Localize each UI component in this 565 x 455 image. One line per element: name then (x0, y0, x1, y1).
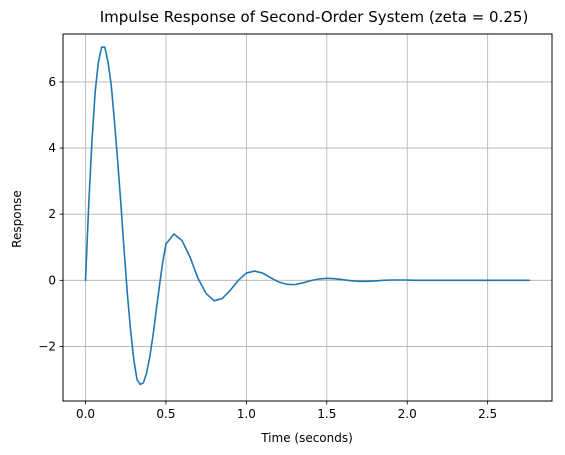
x-tick-label: 2.5 (478, 407, 497, 421)
x-axis-ticks: 0.0 0.5 1.0 1.5 2.0 2.5 (76, 401, 497, 421)
y-axis-ticks: −2 0 2 4 6 (38, 75, 63, 353)
chart-title: Impulse Response of Second-Order System … (100, 8, 529, 26)
y-tick-label: 2 (48, 207, 56, 221)
x-tick-label: 0.5 (156, 407, 175, 421)
x-tick-label: 2.0 (398, 407, 417, 421)
y-tick-label: 4 (48, 141, 56, 155)
y-tick-label: 0 (48, 273, 56, 287)
grid (63, 34, 552, 401)
y-tick-label: 6 (48, 75, 56, 89)
y-axis-label: Response (10, 190, 24, 248)
x-axis-label: Time (seconds) (260, 431, 353, 445)
series-layer (84, 46, 531, 386)
x-tick-label: 1.5 (317, 407, 336, 421)
plot-frame (62, 33, 553, 402)
response-line (84, 46, 531, 386)
x-tick-label: 1.0 (237, 407, 256, 421)
x-tick-label: 0.0 (76, 407, 95, 421)
y-tick-label: −2 (38, 339, 56, 353)
